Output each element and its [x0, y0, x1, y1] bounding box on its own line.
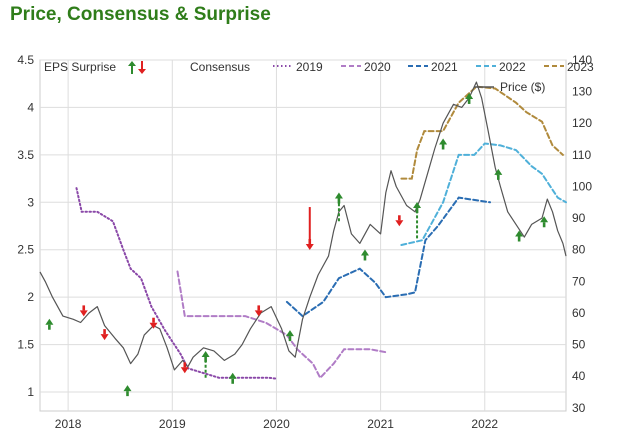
left-axis: 1 1.5 2 2.5 3 3.5 4 4.5 — [17, 53, 34, 399]
eps-beat-arrow-icon — [540, 216, 549, 228]
eps-beat-arrow-icon — [228, 372, 237, 384]
eps-beat-arrow-icon — [439, 138, 448, 150]
eps-beat-arrow-icon — [360, 249, 369, 261]
eps-beat-arrow-icon — [465, 92, 474, 104]
legend-series-entries: 2019 2020 2021 2022 2023 — [273, 60, 594, 74]
legend-down-arrow-icon — [138, 61, 146, 74]
left-tick-label: 2 — [27, 290, 34, 304]
eps-miss-arrow-icon — [395, 215, 404, 227]
eps-miss-arrow-icon — [79, 305, 88, 317]
x-tick-label: 2019 — [159, 417, 186, 431]
legend-label-2020: 2020 — [364, 60, 391, 74]
right-tick-label: 50 — [572, 338, 586, 352]
x-tick-label: 2018 — [55, 417, 82, 431]
price-line — [39, 81, 567, 371]
eps-beat-arrow-icon — [201, 350, 210, 378]
x-axis: 2018 2019 2020 2021 2022 — [55, 417, 499, 431]
x-tick-label: 2021 — [367, 417, 394, 431]
left-tick-label: 3 — [27, 195, 34, 209]
chart-title: Price, Consensus & Surprise — [10, 4, 271, 25]
eps-beat-arrow-icon — [413, 202, 422, 239]
price-series — [39, 81, 567, 371]
left-tick-label: 4 — [27, 100, 34, 114]
right-tick-label: 80 — [572, 243, 586, 257]
legend-label-2023: 2023 — [567, 60, 594, 74]
legend-up-arrow-icon — [128, 61, 136, 74]
eps-miss-arrow-icon — [100, 329, 109, 341]
right-axis: 30 40 50 60 70 80 90 100 110 120 130 140 — [572, 53, 592, 415]
consensus-series — [75, 85, 567, 380]
left-tick-label: 1.5 — [17, 338, 34, 352]
legend-label-2021: 2021 — [431, 60, 458, 74]
right-tick-label: 120 — [572, 116, 592, 130]
eps-beat-arrow-icon — [334, 192, 343, 222]
legend-consensus-label: Consensus — [190, 60, 250, 74]
right-tick-label: 90 — [572, 211, 586, 225]
left-tick-label: 2.5 — [17, 243, 34, 257]
right-tick-label: 60 — [572, 306, 586, 320]
right-tick-label: 40 — [572, 369, 586, 383]
right-tick-label: 70 — [572, 274, 586, 288]
eps-beat-arrow-icon — [494, 168, 503, 180]
consensus-line-2019 — [75, 187, 278, 380]
right-tick-label: 110 — [572, 148, 591, 162]
consensus-line-2021 — [285, 196, 491, 318]
x-tick-label: 2020 — [263, 417, 290, 431]
eps-surprise-markers — [45, 92, 549, 397]
eps-miss-arrow-icon — [305, 207, 314, 250]
eps-miss-arrow-icon — [254, 305, 263, 317]
legend-price-label: Price ($) — [500, 80, 545, 94]
consensus-line-2023 — [400, 85, 564, 180]
grid — [40, 59, 566, 411]
eps-beat-arrow-icon — [45, 318, 54, 330]
left-tick-label: 3.5 — [17, 148, 34, 162]
eps-beat-arrow-icon — [515, 230, 524, 242]
eps-miss-arrow-icon — [149, 317, 158, 329]
legend: EPS Surprise Consensus 2019 2020 2021 2022 2… — [44, 60, 594, 94]
legend-label-2022: 2022 — [499, 60, 526, 74]
legend-label-2019: 2019 — [296, 60, 323, 74]
right-tick-label: 140 — [572, 53, 592, 67]
right-tick-label: 130 — [572, 85, 592, 99]
left-tick-label: 4.5 — [17, 53, 34, 67]
consensus-line-2020 — [176, 270, 387, 380]
right-tick-label: 30 — [572, 401, 586, 415]
right-tick-label: 100 — [572, 179, 592, 193]
plot-area — [39, 59, 567, 412]
legend-eps-surprise-label: EPS Surprise — [44, 60, 116, 74]
x-tick-label: 2022 — [471, 417, 498, 431]
left-tick-label: 1 — [27, 385, 34, 399]
eps-miss-arrow-icon — [180, 362, 189, 374]
eps-beat-arrow-icon — [285, 330, 294, 342]
consensus-line-2022 — [400, 142, 567, 246]
eps-beat-arrow-icon — [123, 385, 132, 397]
